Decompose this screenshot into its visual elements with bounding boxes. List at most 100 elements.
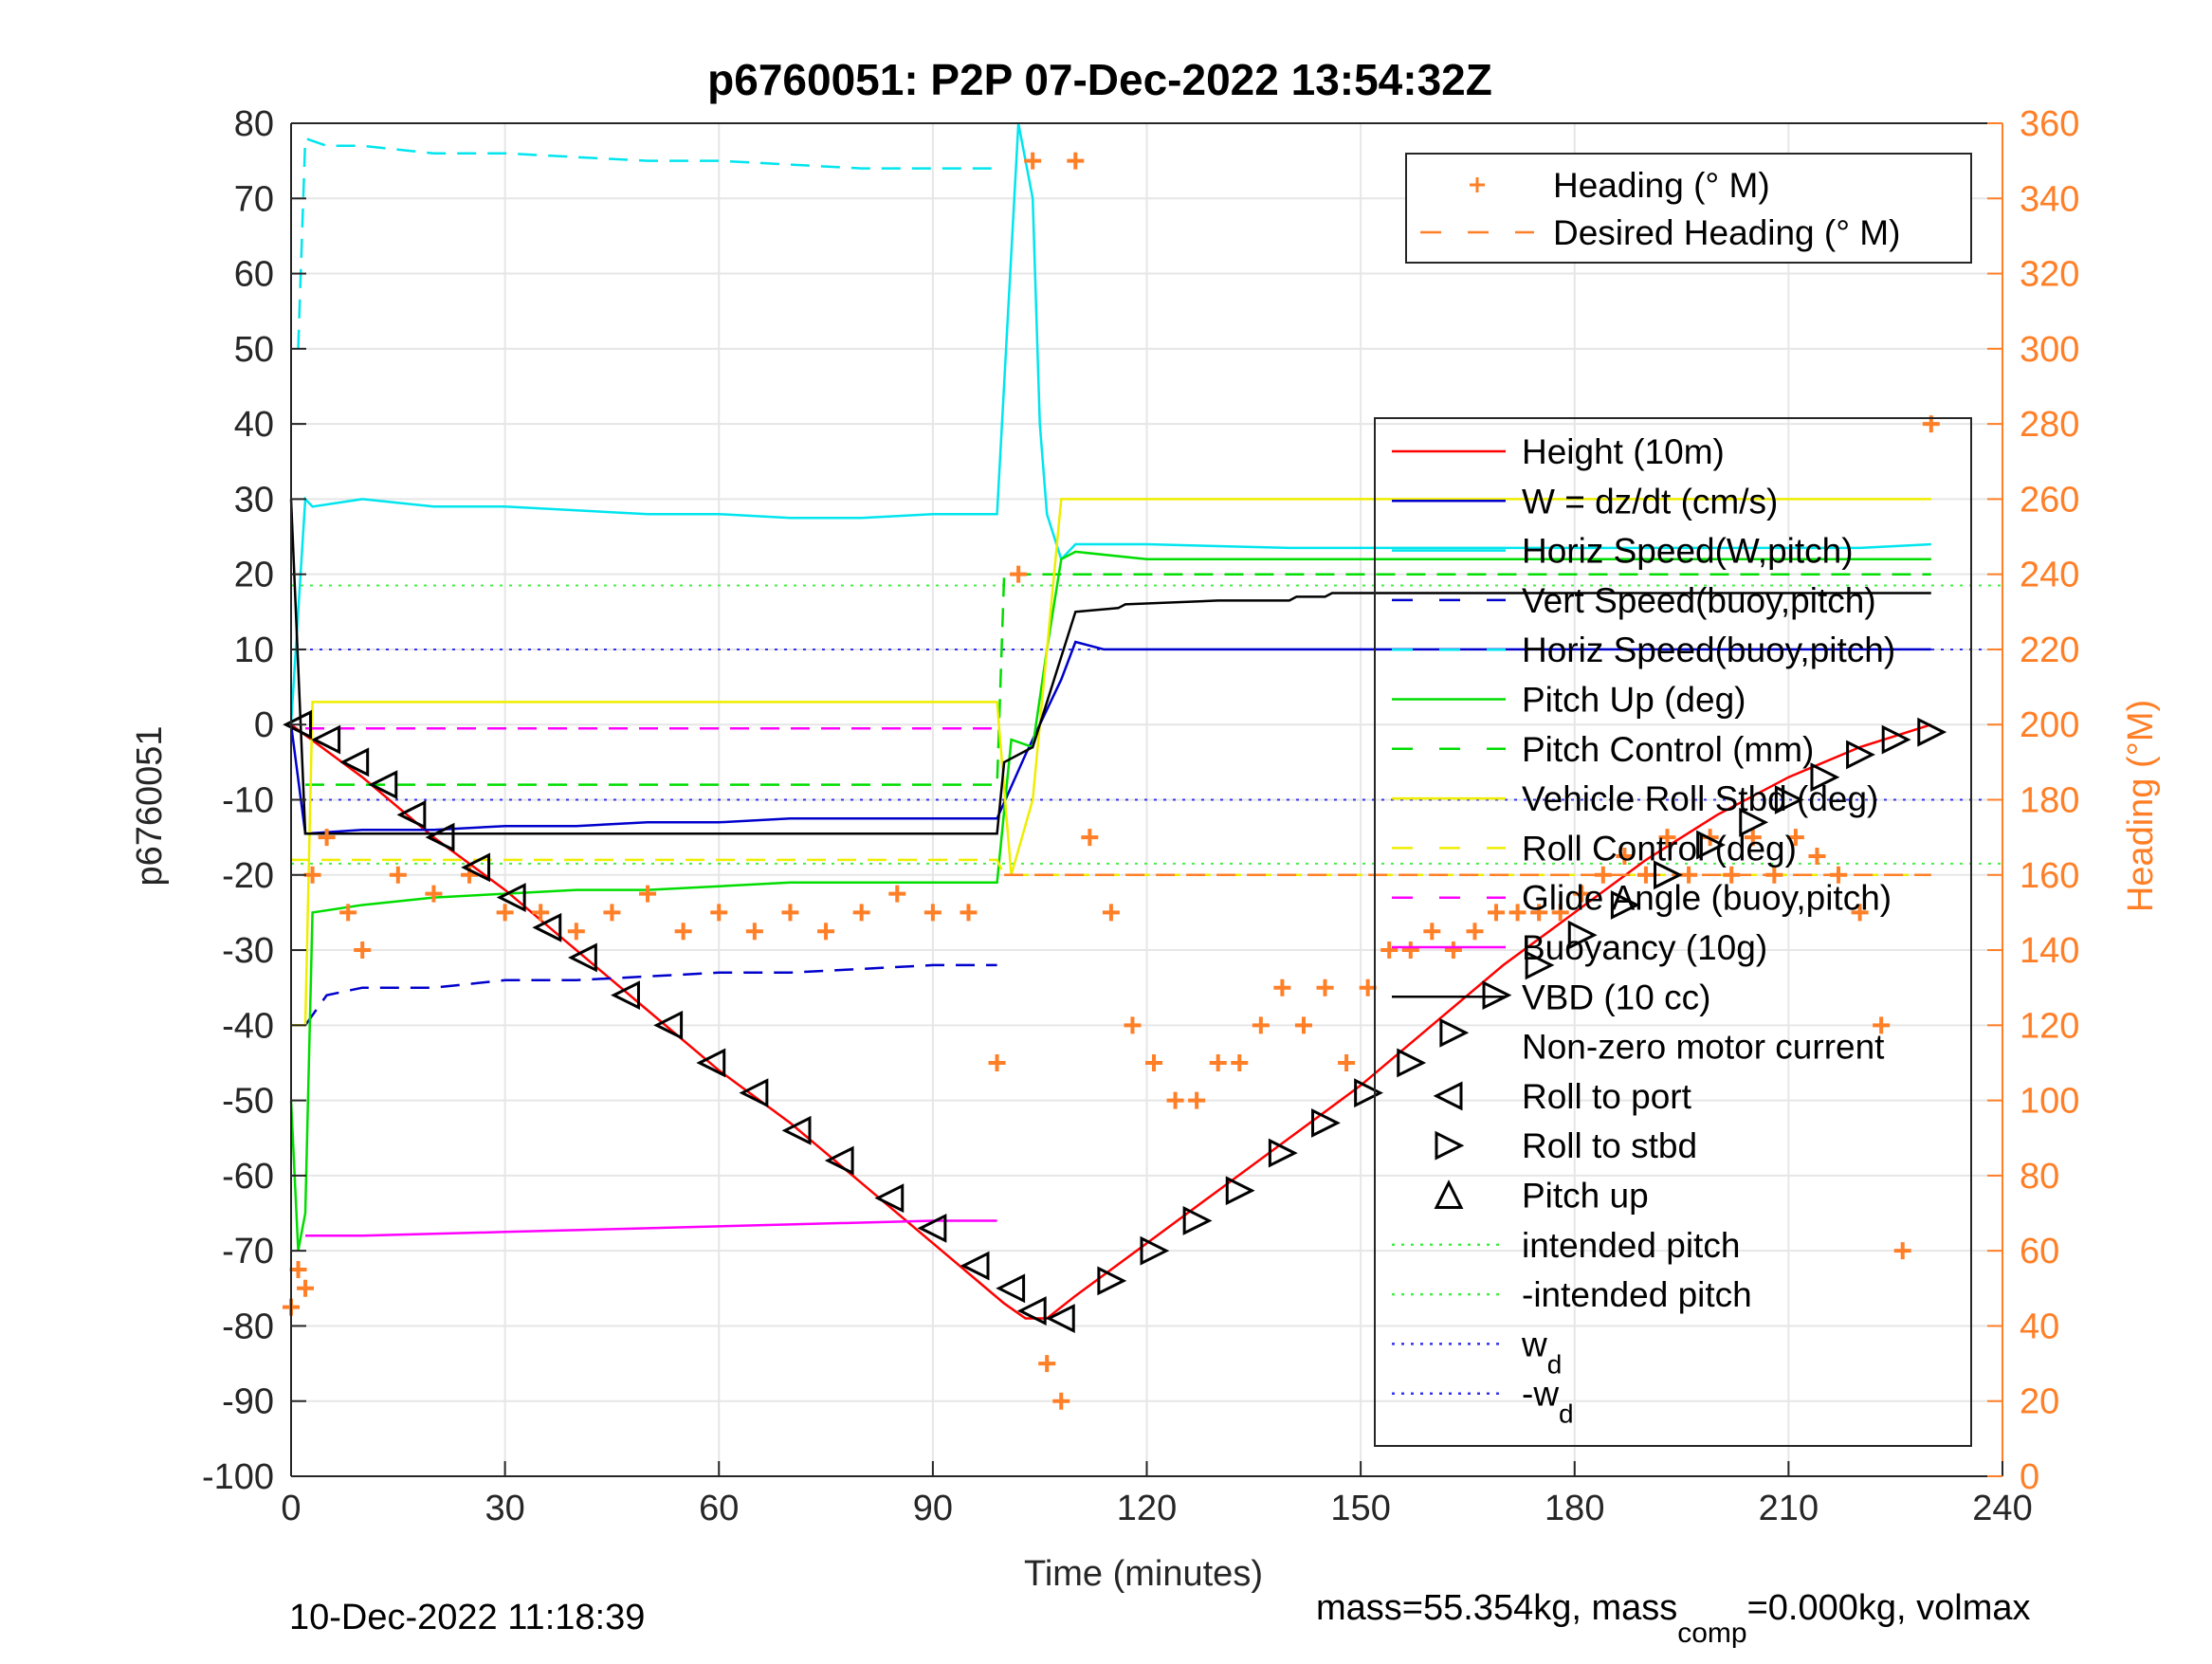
heading-point [1052, 1392, 1070, 1410]
roll-stbd-marker [1846, 740, 1875, 770]
legend-label-text: Vert Speed(buoy,pitch) [1522, 581, 1876, 620]
heading-point [1188, 1091, 1206, 1109]
y-axis-label: p6760051 [130, 725, 170, 886]
roll-stbd-marker [1810, 762, 1840, 793]
heading-point [1401, 942, 1419, 960]
legend-label-text: Roll to port [1522, 1077, 1692, 1116]
y-tick-label: 20 [234, 556, 274, 595]
y-tick-label: 10 [234, 631, 274, 670]
legend-label-text: intended pitch [1522, 1226, 1740, 1265]
legend-label-text: -intended pitch [1522, 1275, 1752, 1314]
x-tick-label: 240 [1972, 1489, 2032, 1528]
heading-point [1851, 904, 1869, 922]
heading-point [817, 923, 835, 941]
roll-port-marker [496, 883, 526, 912]
legend-label: Heading (° M) [1553, 166, 1770, 205]
roll-stbd-marker [1696, 830, 1727, 860]
heading-point [389, 866, 407, 884]
heading-point [1294, 1016, 1312, 1034]
heading-point [567, 923, 585, 941]
legend-label: Vehicle Roll Stbd (deg) [1522, 779, 1878, 818]
roll-stbd-marker [1225, 1176, 1255, 1206]
legend-heading-box [1405, 153, 1972, 264]
footer-mass: mass=55.354kg, masscomp=0.000kg, volmax [1316, 1588, 2031, 1649]
legend-label: Buoyancy (10g) [1522, 928, 1767, 967]
legend-label: Height (10m) [1522, 432, 1725, 471]
y-right-tick-label: 20 [2020, 1382, 2059, 1422]
roll-port-marker [396, 799, 427, 830]
roll-stbd-marker [1654, 860, 1683, 890]
roll-port-marker [996, 1273, 1026, 1304]
legend-label-text: Pitch Control (mm) [1522, 730, 1814, 769]
y-tick-label: -80 [222, 1307, 274, 1346]
x-tick-label: 150 [1330, 1489, 1390, 1528]
heading-point [1658, 829, 1676, 847]
heading-point [1338, 1053, 1356, 1071]
legend-label: Pitch Up (deg) [1522, 681, 1746, 720]
heading-point [674, 923, 692, 941]
heading-point [1038, 1355, 1056, 1373]
y-right-tick-label: 280 [2020, 405, 2079, 445]
roll-port-marker [567, 942, 597, 973]
roll-port-marker [461, 852, 491, 883]
y-right-tick-label: 120 [2020, 1006, 2079, 1046]
heading-point [852, 904, 870, 922]
legend-swatch [1435, 1130, 1465, 1161]
heading-point [425, 885, 443, 903]
legend-label: Glide Angle (buoy,pitch) [1522, 879, 1892, 918]
heading-point [1359, 978, 1377, 997]
legend-label-text: Roll to stbd [1522, 1126, 1697, 1165]
heading-point [318, 829, 336, 847]
y-right-tick-label: 360 [2020, 104, 2079, 144]
legend-label-text: Buoyancy (10g) [1522, 928, 1767, 967]
roll-port-marker [311, 724, 341, 755]
legend-label: Roll Control (deg) [1522, 829, 1797, 868]
legend-label: Roll to stbd [1522, 1126, 1697, 1165]
series-line [303, 963, 997, 1027]
legend-label-text: Heading (° M) [1553, 166, 1770, 205]
axes-layer: 0 30 60 90 120 150 180 210 24080706050403020100-… [202, 104, 2079, 1528]
heading-point [1508, 904, 1526, 922]
y-right-tick-label: 300 [2020, 330, 2079, 370]
y-tick-label: -50 [222, 1082, 274, 1122]
heading-point [289, 1260, 307, 1278]
heading-point [1530, 904, 1548, 922]
legend-label: wd [1521, 1325, 1562, 1379]
legend-swatch [1434, 1179, 1464, 1209]
x-tick-label: 90 [913, 1489, 953, 1528]
roll-port-marker [1016, 1296, 1047, 1326]
x-tick-label: 0 [281, 1489, 301, 1528]
heading-point [888, 885, 906, 903]
roll-stbd-marker [1268, 1138, 1298, 1168]
heading-point [303, 866, 321, 884]
chart-title: p6760051: P2P 07-Dec-2022 13:54:32Z [707, 55, 1492, 104]
heading-point [781, 904, 799, 922]
y-tick-label: 80 [234, 104, 274, 144]
footer-mass-end: =0.000kg, volmax [1747, 1588, 2031, 1628]
series-line [290, 723, 1932, 1320]
roll-port-marker [653, 1010, 684, 1040]
y-tick-label: -100 [202, 1457, 274, 1497]
series-line [289, 640, 1931, 835]
y-tick-label: 50 [234, 330, 274, 370]
y-tick-label: 40 [234, 405, 274, 445]
roll-stbd-marker [1881, 724, 1911, 755]
roll-port-marker [1045, 1304, 1075, 1333]
roll-port-marker [425, 822, 455, 852]
heading-point [339, 904, 357, 922]
legend-swatch [1470, 177, 1485, 192]
legend-label: W = dz/dt (cm/s) [1522, 482, 1778, 521]
y-tick-label: 30 [234, 480, 274, 520]
legend-label-text: Glide Angle (buoy,pitch) [1522, 879, 1892, 918]
legend-label: Horiz Speed(W,pitch) [1522, 532, 1854, 571]
legend-label: -intended pitch [1522, 1275, 1752, 1314]
x-tick-label: 60 [699, 1489, 739, 1528]
roll-stbd-marker [1739, 807, 1769, 837]
legend-swatch [1433, 1081, 1463, 1111]
series-line [289, 122, 1931, 725]
y-axis-right-label: Heading (°M) [2121, 700, 2161, 912]
heading-point [1466, 923, 1484, 941]
series-line [289, 550, 1931, 1252]
